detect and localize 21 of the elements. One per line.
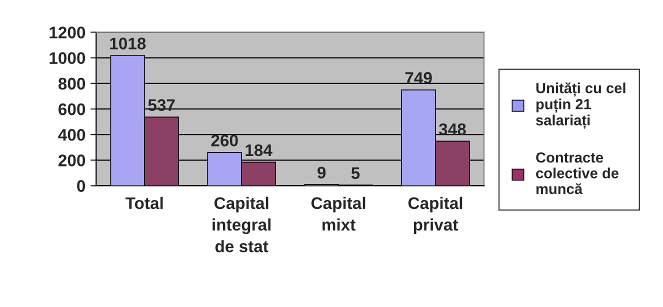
y-tick-label: 600: [58, 103, 86, 116]
y-tick-label: 0: [77, 180, 86, 192]
data-label: 5: [351, 167, 360, 180]
x-tick-label: Capital mixt: [311, 196, 366, 231]
x-tick-label: Capital integral de stat: [212, 196, 270, 252]
y-tick-label: 400: [58, 128, 86, 141]
data-label: 749: [405, 72, 432, 84]
data-label: 1018: [110, 38, 146, 50]
data-label: 184: [246, 144, 272, 156]
x-tick-label: Capital privat: [408, 196, 462, 234]
y-tick-label: 200: [58, 154, 86, 166]
y-tick-label: 800: [58, 78, 86, 90]
data-label: 260: [211, 134, 238, 146]
data-label: 537: [148, 99, 175, 111]
legend-label: Unități cu cel puțin 21 salariați: [536, 82, 626, 129]
y-tick-label: 1200: [50, 26, 86, 38]
data-label: 348: [438, 123, 466, 136]
legend-label: Contracte colective de muncă: [536, 152, 618, 194]
data-label: 9: [318, 166, 326, 179]
y-tick-label: 1000: [50, 52, 86, 64]
x-tick-label: Total: [126, 196, 163, 210]
